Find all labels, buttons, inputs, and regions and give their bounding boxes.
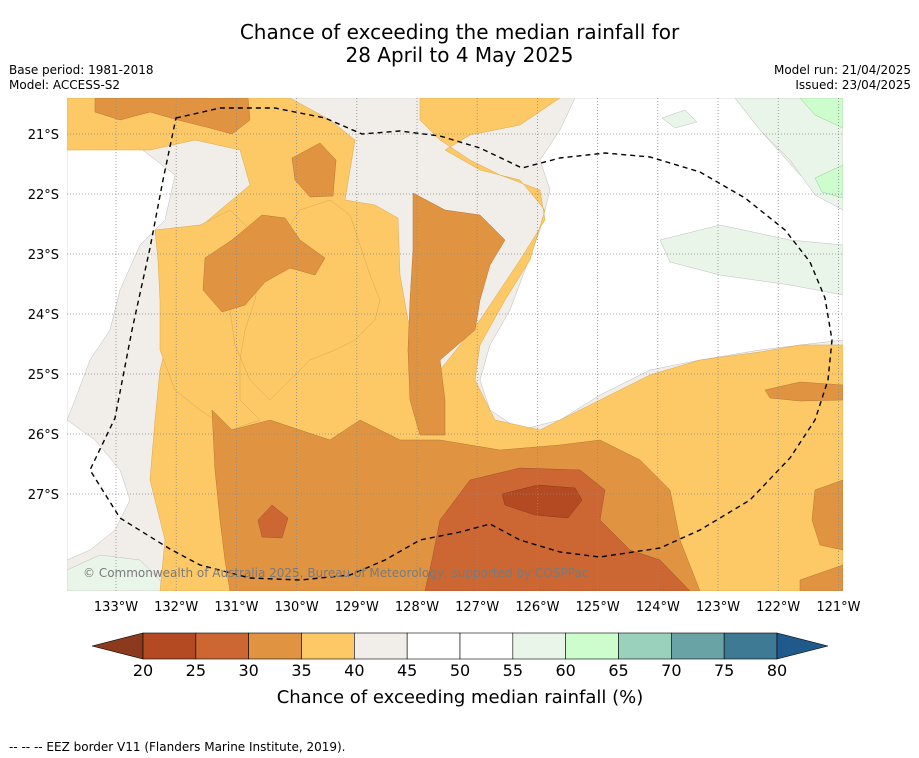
longitude-label: 123°W	[696, 600, 740, 615]
issued-text: Issued: 23/04/2025	[795, 78, 911, 92]
rainfall-map: © Commonwealth of Australia 2025, Bureau…	[28, 98, 861, 708]
colorbar-cells	[142, 632, 778, 660]
band-55-60-sw	[67, 554, 171, 591]
band-55-60-ne	[734, 98, 843, 211]
longitude-label: 127°W	[455, 600, 499, 615]
colorbar-cell	[723, 632, 778, 660]
colorbar-high-extend	[776, 632, 829, 660]
map-area: © Commonwealth of Australia 2025, Bureau…	[67, 98, 843, 591]
longitude-label: 122°W	[756, 600, 800, 615]
colorbar-cell	[618, 632, 672, 660]
colorbar-tick-label: 45	[397, 661, 417, 680]
latitude-labels: 21°S 22°S 23°S 24°S 25°S 26°S 27°S	[28, 128, 59, 503]
latitude-label: 22°S	[28, 188, 59, 203]
colorbar-cell	[248, 632, 302, 660]
latitude-label: 23°S	[28, 248, 59, 263]
latitude-label: 25°S	[28, 368, 59, 383]
meta-right: Model run: 21/04/2025 Issued: 23/04/2025	[774, 63, 911, 93]
band-45-55-west	[67, 147, 176, 421]
longitude-label: 132°W	[154, 600, 198, 615]
colorbar-tick-label: 70	[661, 661, 681, 680]
model-text: Model: ACCESS-S2	[9, 78, 121, 92]
band-30-35-east2	[811, 479, 843, 551]
longitude-labels: 133°W 132°W 131°W 130°W 129°W 128°W 127°W 126°W…	[94, 600, 861, 615]
graticule	[67, 98, 843, 591]
map-title-line1: Chance of exceeding the median rainfall …	[239, 20, 680, 44]
band-55-60-e	[659, 224, 843, 296]
band-60-65-e	[814, 164, 843, 199]
colorbar-ticks: 20 25 30 35 40 45 50 55 60 65 70 75 80	[133, 661, 787, 680]
colorbar: 20 25 30 35 40 45 50 55 60 65 70 75 80 Chance of exc…	[91, 632, 829, 708]
band-30-35-center	[407, 192, 506, 436]
longitude-label: 133°W	[94, 600, 138, 615]
band-25-30-south	[424, 467, 691, 591]
band-30-35-north	[94, 98, 251, 135]
colorbar-tick-label: 35	[291, 661, 311, 680]
band-30-35-north2	[291, 142, 337, 198]
colorbar-cell	[512, 632, 566, 660]
colorbar-cell	[142, 632, 197, 660]
eez-footnote: -- -- -- EEZ border V11 (Flanders Marine…	[9, 740, 346, 754]
colorbar-cell	[354, 632, 408, 660]
copyright-watermark: © Commonwealth of Australia 2025, Bureau…	[83, 566, 588, 580]
map-title-line2: 28 April to 4 May 2025	[345, 43, 574, 67]
colorbar-tick-label: 55	[503, 661, 523, 680]
colorbar-tick-label: 60	[555, 661, 575, 680]
eez-border	[89, 107, 833, 581]
colorbar-tick-label: 25	[186, 661, 206, 680]
band-30-35-se	[799, 564, 843, 591]
colorbar-low-extend	[91, 632, 144, 660]
band-45-55-west2	[67, 419, 131, 561]
colorbar-tick-label: 30	[238, 661, 258, 680]
longitude-label: 121°W	[816, 600, 860, 615]
colorbar-cell	[459, 632, 514, 660]
colorbar-cell	[195, 632, 249, 660]
longitude-label: 131°W	[214, 600, 258, 615]
longitude-label: 124°W	[636, 600, 680, 615]
colorbar-label: Chance of exceeding median rainfall (%)	[277, 687, 644, 708]
longitude-label: 128°W	[395, 600, 439, 615]
longitude-label: 125°W	[576, 600, 620, 615]
longitude-label: 126°W	[515, 600, 559, 615]
colorbar-cell	[565, 632, 619, 660]
band-55-60-small	[661, 109, 698, 129]
band-30-35-east	[764, 381, 843, 402]
colorbar-tick-label: 50	[450, 661, 470, 680]
model-run-text: Model run: 21/04/2025	[773, 63, 911, 77]
band-30-35-west	[202, 214, 326, 313]
colorbar-tick-label: 80	[767, 661, 787, 680]
latitude-label: 26°S	[28, 428, 59, 443]
longitude-label: 130°W	[275, 600, 319, 615]
colorbar-tick-label: 20	[133, 661, 153, 680]
colorbar-cell	[671, 632, 725, 660]
colorbar-cell	[406, 632, 461, 660]
base-period-text: Base period: 1981-2018	[9, 63, 154, 77]
band-60-65-ne	[799, 98, 843, 129]
latitude-label: 21°S	[28, 128, 59, 143]
colorbar-tick-label: 75	[714, 661, 734, 680]
latitude-label: 27°S	[28, 488, 59, 503]
band-20-25-core	[501, 484, 583, 519]
latitude-label: 24°S	[28, 308, 59, 323]
longitude-label: 129°W	[335, 600, 379, 615]
colorbar-tick-label: 40	[344, 661, 364, 680]
meta-left: Base period: 1981-2018 Model: ACCESS-S2	[9, 63, 154, 93]
colorbar-cell	[301, 632, 355, 660]
colorbar-tick-label: 65	[608, 661, 628, 680]
band-25-30-small	[257, 504, 289, 539]
